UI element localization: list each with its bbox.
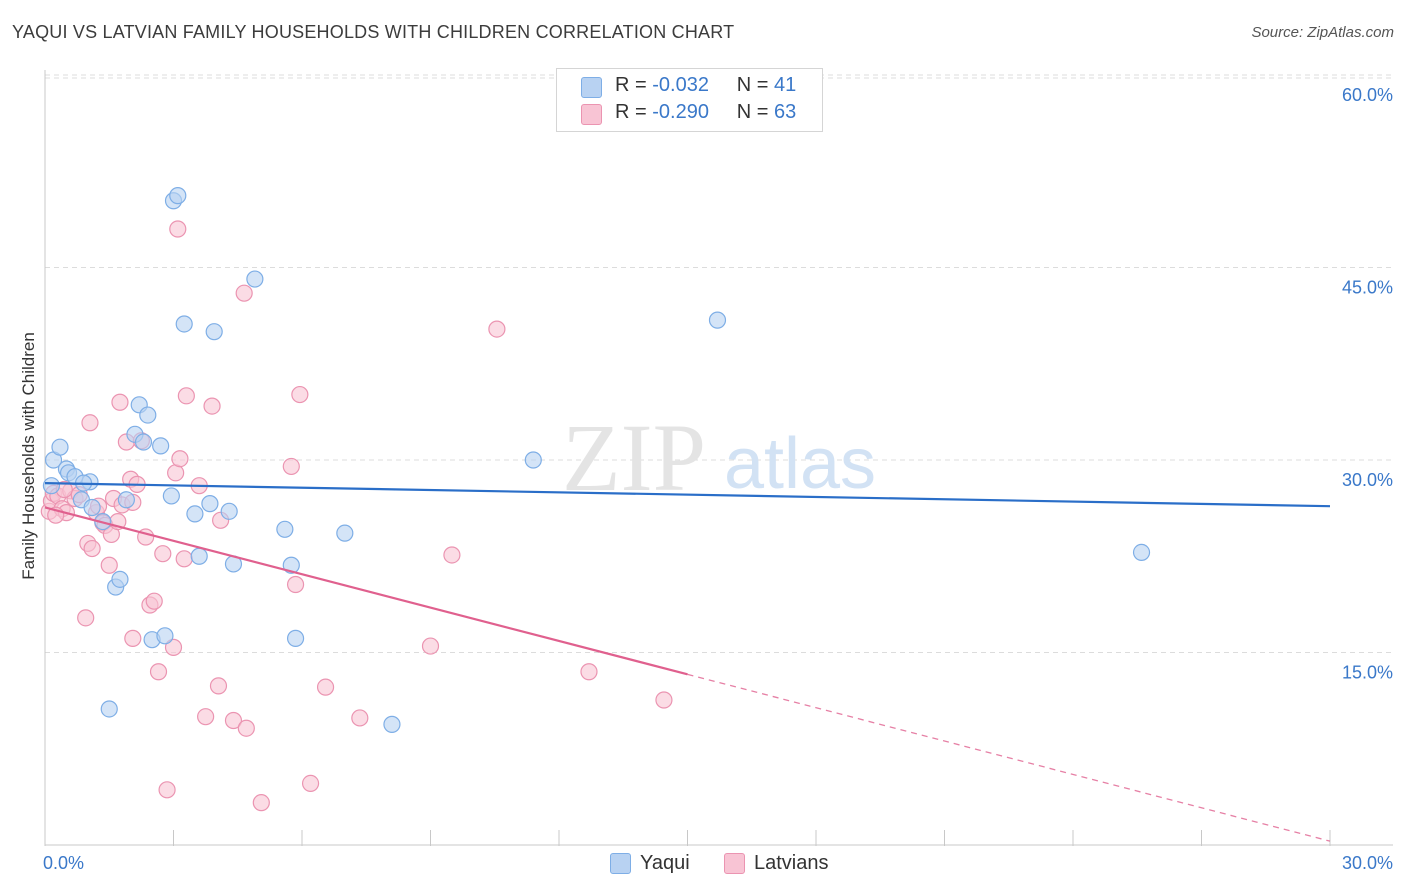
yaqui-point bbox=[156, 627, 174, 645]
latvians-trend-extension bbox=[687, 673, 1331, 842]
yaqui-point bbox=[190, 547, 208, 565]
latvians-point bbox=[177, 387, 195, 405]
y-tick-label: 45.0% bbox=[1342, 278, 1393, 298]
yaqui-point bbox=[152, 437, 170, 455]
latvians-point bbox=[124, 629, 142, 647]
n-value: 63 bbox=[774, 101, 797, 123]
chart-title: YAQUI VS LATVIAN FAMILY HOUSEHOLDS WITH … bbox=[12, 22, 735, 42]
yaqui-point bbox=[139, 406, 157, 424]
latvians-point bbox=[164, 638, 183, 656]
latvians-point bbox=[301, 774, 320, 793]
yaqui-trend-line bbox=[44, 482, 1331, 508]
latvians-point bbox=[167, 464, 185, 482]
latvians-point bbox=[81, 414, 99, 432]
yaqui-point bbox=[134, 433, 153, 451]
latvians-point bbox=[351, 709, 369, 727]
latvians-point bbox=[209, 677, 228, 695]
latvians-point bbox=[580, 663, 598, 681]
yaqui-point bbox=[708, 311, 727, 329]
yaqui-point bbox=[282, 556, 300, 574]
y-tick-label: 15.0% bbox=[1342, 663, 1393, 683]
x-tick-label: 30.0% bbox=[1342, 853, 1393, 873]
yaqui-points bbox=[42, 187, 1151, 733]
latvians-point bbox=[169, 220, 187, 238]
yaqui-point bbox=[524, 451, 542, 469]
yaqui-legend-swatch bbox=[610, 853, 631, 874]
yaqui-swatch bbox=[581, 77, 602, 98]
latvians-point bbox=[282, 457, 300, 476]
legend-yaqui-text: R = -0.032 N = 41 bbox=[615, 74, 796, 97]
latvians-point bbox=[286, 575, 305, 594]
latvians-point bbox=[197, 708, 215, 726]
latvians-point bbox=[77, 609, 95, 627]
latvians-point bbox=[149, 663, 168, 681]
latvians-point bbox=[252, 794, 270, 812]
correlation-legend: R = -0.032 N = 41 R = -0.290 N = 63 bbox=[556, 68, 823, 132]
latvians-point bbox=[316, 678, 335, 696]
yaqui-point bbox=[117, 491, 135, 509]
yaqui-point bbox=[201, 495, 219, 513]
source-label: Source: ZipAtlas.com bbox=[1251, 24, 1394, 41]
latvians-point bbox=[100, 556, 118, 574]
latvians-point bbox=[237, 719, 255, 737]
latvians-point bbox=[488, 320, 506, 338]
latvians-point bbox=[655, 691, 673, 709]
latvians-point bbox=[235, 284, 253, 302]
yaqui-point bbox=[162, 487, 180, 505]
yaqui-point bbox=[246, 270, 264, 288]
y-tick-label: 30.0% bbox=[1342, 470, 1393, 490]
latvians-point bbox=[443, 546, 461, 564]
y-tick-label: 60.0% bbox=[1342, 85, 1393, 105]
latvians-legend-label: Latvians bbox=[754, 852, 829, 874]
latvians-swatch bbox=[581, 104, 602, 125]
r-value: -0.290 bbox=[652, 101, 709, 123]
latvians-point bbox=[175, 550, 193, 568]
yaqui-point bbox=[1132, 543, 1151, 562]
latvians-point bbox=[111, 393, 129, 411]
yaqui-point bbox=[220, 502, 238, 520]
watermark-atlas: atlas bbox=[724, 424, 876, 504]
yaqui-point bbox=[175, 315, 193, 333]
x-tick-label: 0.0% bbox=[43, 853, 84, 873]
latvians-point bbox=[154, 545, 172, 563]
y-axis-label: Family Households with Children bbox=[19, 332, 38, 580]
axis-layer: 15.0% 30.0% 45.0% 60.0% 0.0% 30.0% bbox=[43, 70, 1393, 873]
yaqui-point bbox=[336, 524, 354, 542]
yaqui-point bbox=[42, 477, 61, 495]
n-value: 41 bbox=[774, 74, 797, 96]
latvians-point bbox=[224, 711, 243, 730]
latvians-point bbox=[291, 385, 309, 404]
yaqui-point bbox=[83, 498, 101, 517]
latvians-point bbox=[421, 637, 440, 655]
yaqui-legend-label: Yaqui bbox=[640, 852, 690, 874]
yaqui-point bbox=[111, 570, 129, 588]
n-label: N = bbox=[736, 101, 769, 123]
latvians-point bbox=[145, 592, 163, 610]
yaqui-point bbox=[205, 323, 223, 341]
yaqui-point bbox=[286, 629, 305, 647]
legend-latvians-text: R = -0.290 N = 63 bbox=[615, 101, 796, 124]
yaqui-point bbox=[51, 438, 69, 456]
latvians-point bbox=[83, 539, 101, 558]
r-value: -0.032 bbox=[652, 74, 709, 96]
yaqui-point bbox=[100, 700, 118, 718]
latvians-legend-swatch bbox=[724, 853, 745, 874]
latvians-point bbox=[158, 781, 176, 799]
latvians-point bbox=[203, 397, 221, 415]
n-label: N = bbox=[736, 74, 769, 96]
grid-layer bbox=[45, 74, 1393, 653]
r-label: R = bbox=[615, 74, 647, 96]
yaqui-point bbox=[169, 187, 187, 205]
latvians-point bbox=[171, 450, 189, 468]
latvians-points bbox=[40, 220, 673, 812]
latvians-trend-line bbox=[44, 506, 688, 676]
yaqui-point bbox=[383, 715, 401, 733]
trend-lines bbox=[44, 482, 1331, 842]
yaqui-point bbox=[186, 505, 204, 523]
r-label: R = bbox=[615, 101, 647, 123]
yaqui-point bbox=[276, 520, 294, 538]
